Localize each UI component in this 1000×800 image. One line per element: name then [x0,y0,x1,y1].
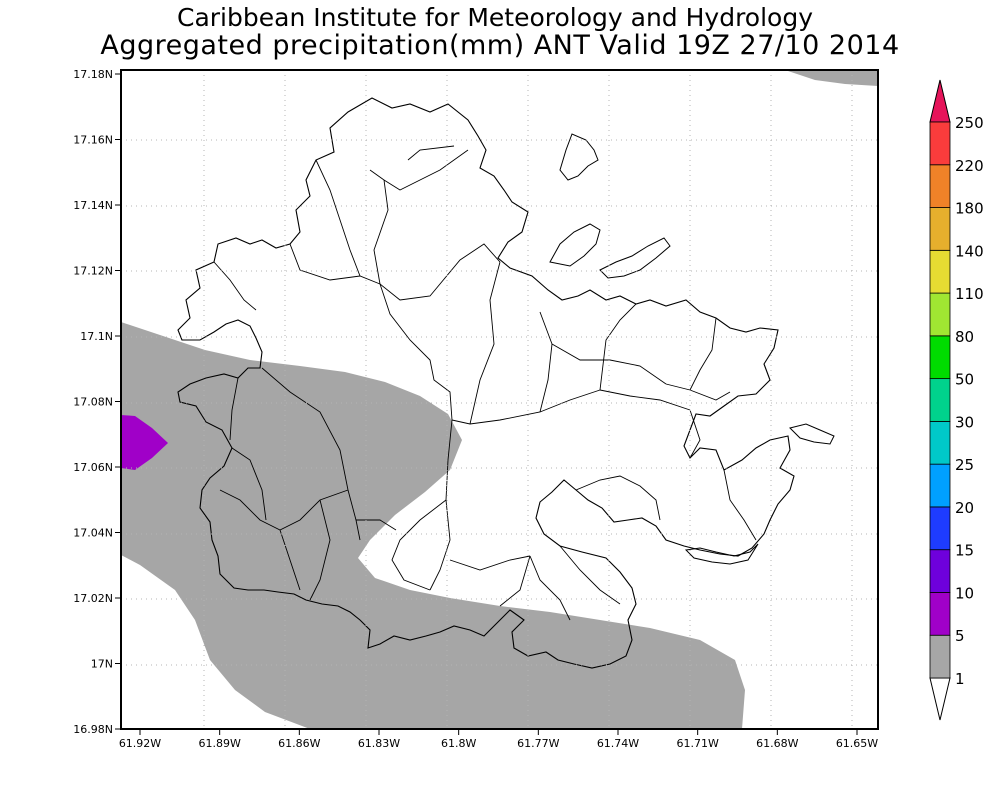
colorbar-label: 25 [955,456,974,474]
colorbar-label: 80 [955,328,974,346]
x-tick-label: 61.68W [756,737,798,750]
colorbar-segment [929,463,951,508]
colorbar-label: 220 [955,157,984,175]
colorbar-bottom-arrow [929,677,951,721]
precip-area-5-10mm [121,415,168,470]
islet-north [559,133,599,181]
colorbar-label: 15 [955,542,974,560]
x-tick-label: 61.65W [836,737,878,750]
x-tick-label: 61.74W [597,737,639,750]
graticule [121,70,878,729]
colorbar-label: 5 [955,627,965,645]
colorbar-segment [929,164,951,208]
x-tick-label: 61.92W [119,737,161,750]
colorbar-segment [929,249,951,294]
colorbar-segment [929,207,951,251]
island-coastline [177,97,795,669]
x-tick-label: 61.77W [517,737,559,750]
colorbar-segment [929,335,951,380]
x-tick-label: 61.71W [676,737,718,750]
x-axis: 61.92W 61.89W 61.86W 61.83W 61.8W 61.77W 61.74… [119,729,878,750]
colorbar-label: 250 [955,114,984,132]
y-tick-label: 17.18N [73,68,113,81]
colorbar-label: 180 [955,200,984,218]
islet-e-reef [684,543,759,565]
colorbar-label: 10 [955,584,974,602]
x-tick-label: 61.83W [358,737,400,750]
precip-area-1-5mm [121,322,745,729]
y-tick-label: 17.16N [73,134,113,147]
colorbar-label: 50 [955,371,974,389]
x-tick-label: 61.8W [441,737,476,750]
islet-east [789,423,835,445]
x-tick-label: 61.89W [198,737,240,750]
map-title-product: Aggregated precipitation(mm) ANT Valid 1… [100,30,900,61]
y-tick-label: 17.06N [73,461,113,474]
colorbar-top-arrow [929,79,951,123]
map-title-institute: Caribbean Institute for Meteorology and … [177,3,813,32]
colorbar-segment [929,549,951,593]
colorbar-label: 140 [955,242,984,260]
precip-area-1-5mm-ne [785,70,878,86]
y-tick-label: 17.14N [73,199,113,212]
islet-ne [599,237,671,279]
colorbar-segment [929,506,951,551]
y-tick-label: 17.04N [73,527,113,540]
colorbar-label: 110 [955,285,984,303]
y-tick-label: 16.98N [73,723,113,736]
interior-boundaries [213,145,757,621]
y-tick-label: 17N [91,658,113,671]
title-block: Caribbean Institute for Meteorology and … [0,4,1000,61]
y-tick-label: 17.12N [73,265,113,278]
colorbar-segment [929,592,951,636]
colorbar-segment [929,121,951,166]
y-tick-label: 17.1N [80,330,113,343]
y-tick-label: 17.08N [73,396,113,409]
colorbar-label: 30 [955,413,974,431]
colorbar-label: 1 [955,670,965,688]
colorbar-label: 20 [955,499,974,517]
y-tick-label: 17.02N [73,592,113,605]
colorbar-segment [929,634,951,679]
islet-ne-2 [549,223,601,267]
colorbar-segment [929,420,951,465]
colorbar-segment [929,378,951,422]
y-axis: 17.18N 17.16N 17.14N 17.12N 17.1N 17.08N 17.06… [73,68,121,736]
plot-frame [120,69,879,730]
colorbar-segment [929,292,951,337]
x-tick-label: 61.86W [278,737,320,750]
